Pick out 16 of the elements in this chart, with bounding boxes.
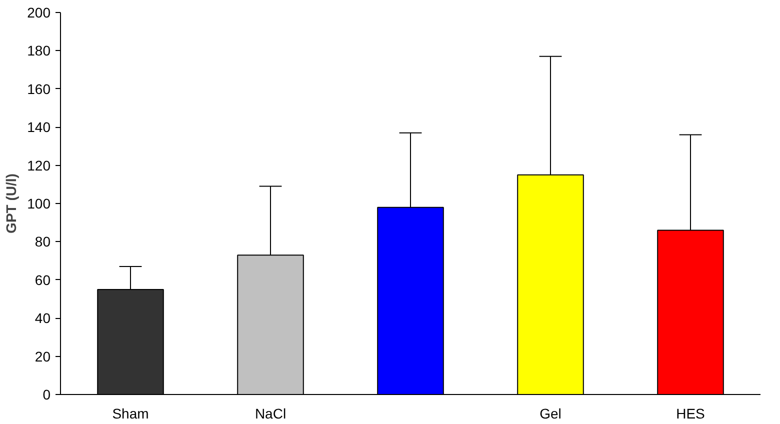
y-tick-label: 100 xyxy=(27,196,51,212)
y-axis-title: GPT (U/l) xyxy=(3,174,20,234)
y-tick-label: 20 xyxy=(34,348,51,364)
y-tick-label: 80 xyxy=(34,234,51,250)
y-tick-label: 120 xyxy=(27,157,51,174)
y-tick-label: 0 xyxy=(42,386,51,402)
y-tick-label: 200 xyxy=(27,4,51,20)
y-tick-label: 40 xyxy=(34,310,51,326)
x-tick-label: HES xyxy=(676,406,705,422)
y-tick-label: 160 xyxy=(27,80,51,97)
x-tick-label: Sham xyxy=(112,406,149,422)
y-tick-label: 60 xyxy=(34,272,51,288)
y-tick-label: 180 xyxy=(27,42,51,59)
x-tick-label: Gel xyxy=(540,406,562,422)
x-tick-label: NaCl xyxy=(254,406,286,422)
y-tick-label: 140 xyxy=(27,119,51,136)
